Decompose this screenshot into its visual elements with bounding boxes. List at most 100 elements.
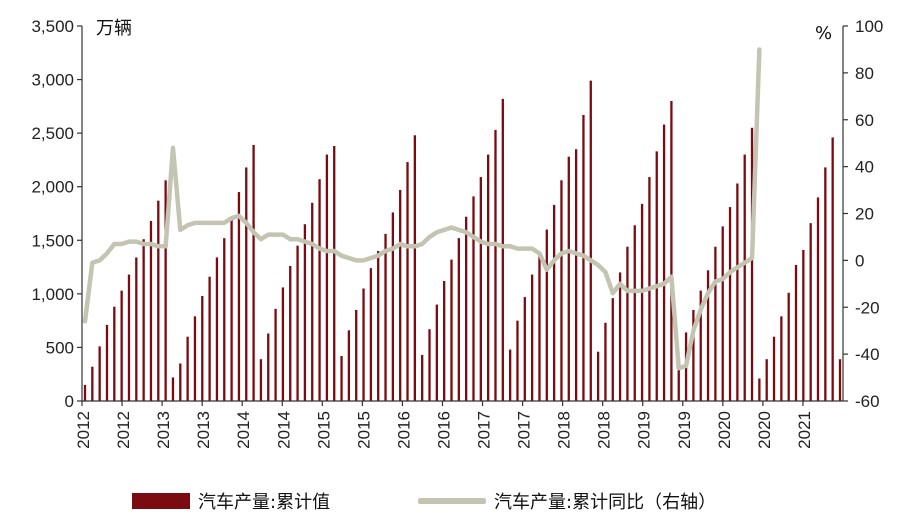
- x-tick-label: 2017: [475, 411, 494, 449]
- bar: [413, 135, 416, 402]
- line-point: [494, 243, 497, 245]
- x-tick-label: 2012: [74, 411, 93, 449]
- line-point: [524, 248, 526, 250]
- line-point: [209, 222, 211, 224]
- bar: [640, 203, 644, 401]
- bar: [545, 229, 548, 401]
- bar: [728, 207, 732, 401]
- line-point: [150, 243, 152, 245]
- line-point: [575, 252, 577, 254]
- bar: [743, 154, 746, 401]
- line-point: [626, 290, 629, 292]
- bar: [501, 98, 504, 402]
- bar: [662, 124, 666, 401]
- bar: [230, 217, 233, 401]
- bar: [142, 239, 145, 401]
- bar: [706, 270, 710, 401]
- bar: [516, 320, 519, 401]
- bar: [692, 309, 695, 401]
- line-point: [231, 217, 233, 219]
- bar: [223, 238, 226, 401]
- right-tick-label: 60: [855, 111, 874, 130]
- line-point: [216, 222, 218, 224]
- legend-item-bar: 汽车产量:累计值: [132, 488, 330, 514]
- bar: [289, 266, 292, 401]
- bar: [750, 127, 754, 401]
- line-point: [707, 292, 709, 294]
- bar: [494, 129, 497, 401]
- left-axis-ticks: 0 500 1,000 1,500 2,000 2,500 3,000 3,500: [31, 17, 82, 411]
- line-point: [531, 248, 533, 250]
- line-point: [700, 308, 702, 311]
- bar: [201, 296, 204, 401]
- bar: [670, 101, 673, 401]
- line-point: [384, 250, 387, 252]
- right-tick-label: 40: [855, 158, 874, 177]
- bar: [421, 354, 424, 401]
- bar: [538, 252, 541, 401]
- line-point: [758, 48, 760, 51]
- line-point: [157, 245, 159, 247]
- line-point: [333, 250, 335, 252]
- bar: [377, 251, 380, 401]
- bar: [560, 180, 563, 401]
- bar: [509, 349, 512, 401]
- bar: [765, 359, 768, 401]
- line-point: [538, 252, 541, 254]
- right-tick-label: 80: [855, 64, 874, 83]
- bar: [91, 366, 94, 401]
- bar: [699, 290, 702, 401]
- bar: [567, 156, 570, 401]
- line-point: [450, 226, 453, 229]
- bar-series: [83, 80, 842, 402]
- line-point: [502, 245, 504, 247]
- line-point: [194, 222, 196, 224]
- right-tick-label: -60: [855, 392, 880, 411]
- bar: [530, 274, 534, 401]
- line-point: [597, 264, 599, 266]
- line-point: [714, 280, 716, 283]
- bar: [428, 329, 431, 401]
- line-point: [135, 241, 137, 243]
- x-tick-label: 2013: [194, 411, 213, 449]
- line-point: [480, 241, 482, 243]
- bar: [281, 287, 285, 401]
- bar: [384, 233, 387, 401]
- line-point: [604, 271, 607, 273]
- bar: [157, 200, 160, 401]
- line-point: [91, 262, 93, 264]
- bar: [83, 384, 87, 401]
- bar: [164, 180, 167, 401]
- line-point: [106, 252, 108, 254]
- bar: [809, 223, 812, 401]
- line-point: [443, 229, 445, 231]
- bar: [736, 183, 739, 401]
- legend-item-line: 汽车产量:累计同比（右轴）: [418, 488, 716, 514]
- line-point: [377, 255, 379, 257]
- x-tick-label: 2018: [595, 411, 614, 449]
- yoy-line: [82, 47, 762, 371]
- line-point: [187, 224, 189, 226]
- legend-bar-swatch: [132, 493, 190, 509]
- bar: [802, 249, 805, 401]
- line-point: [619, 283, 621, 285]
- bar: [171, 377, 175, 401]
- bar: [596, 351, 600, 401]
- line-point: [590, 259, 592, 261]
- line-point: [582, 255, 585, 257]
- left-tick-label: 1,500: [31, 231, 74, 250]
- line-point: [414, 245, 416, 247]
- x-tick-label: 2015: [354, 411, 373, 449]
- line-point: [722, 278, 724, 280]
- bar: [552, 204, 556, 401]
- bar: [824, 167, 827, 401]
- line-point: [318, 248, 321, 250]
- bar: [450, 259, 453, 401]
- left-tick-label: 3,500: [31, 17, 74, 36]
- line-point: [678, 367, 680, 369]
- bar: [135, 257, 138, 401]
- line-point: [245, 222, 247, 224]
- x-tick-label: 2016: [434, 411, 453, 449]
- left-tick-label: 2,500: [31, 124, 74, 143]
- legend-line-swatch: [418, 498, 486, 504]
